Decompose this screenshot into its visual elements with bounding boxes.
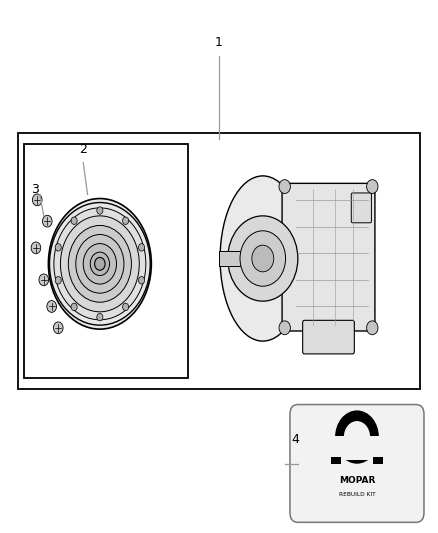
Circle shape <box>32 194 42 206</box>
Bar <box>24 144 188 378</box>
Bar <box>331 436 383 460</box>
FancyBboxPatch shape <box>303 320 354 354</box>
Circle shape <box>138 244 145 251</box>
Circle shape <box>361 437 374 451</box>
Text: MOPAR: MOPAR <box>339 477 375 485</box>
Circle shape <box>279 180 290 193</box>
Circle shape <box>68 225 131 302</box>
Circle shape <box>76 235 124 293</box>
Circle shape <box>39 274 49 286</box>
Circle shape <box>123 303 129 311</box>
Circle shape <box>90 252 110 276</box>
Circle shape <box>47 301 57 312</box>
Circle shape <box>336 431 357 457</box>
Circle shape <box>367 321 378 335</box>
Circle shape <box>83 244 117 284</box>
Bar <box>219 251 252 266</box>
Circle shape <box>95 257 105 270</box>
Text: REBUILD KIT: REBUILD KIT <box>339 492 375 497</box>
Text: 2: 2 <box>79 143 87 156</box>
Bar <box>18 133 420 389</box>
Circle shape <box>335 410 379 464</box>
Circle shape <box>31 242 41 254</box>
Text: 3: 3 <box>31 183 39 196</box>
FancyBboxPatch shape <box>351 193 371 223</box>
Circle shape <box>252 245 274 272</box>
Text: 4: 4 <box>292 433 300 446</box>
Circle shape <box>344 421 370 453</box>
FancyBboxPatch shape <box>290 405 424 522</box>
Circle shape <box>367 180 378 193</box>
Ellipse shape <box>220 176 305 341</box>
Circle shape <box>123 217 129 224</box>
Circle shape <box>228 216 298 301</box>
Bar <box>331 457 341 464</box>
Circle shape <box>138 277 145 284</box>
Text: 1: 1 <box>215 36 223 49</box>
Ellipse shape <box>48 198 152 329</box>
Circle shape <box>340 437 353 451</box>
Circle shape <box>60 216 139 312</box>
Circle shape <box>97 207 103 214</box>
Circle shape <box>71 217 77 224</box>
Circle shape <box>71 303 77 311</box>
Circle shape <box>357 431 378 457</box>
Circle shape <box>54 208 146 320</box>
Circle shape <box>53 322 63 334</box>
Circle shape <box>55 277 61 284</box>
Circle shape <box>42 215 52 227</box>
Circle shape <box>240 231 286 286</box>
Bar <box>373 457 383 464</box>
FancyBboxPatch shape <box>282 183 375 331</box>
Circle shape <box>97 313 103 321</box>
Circle shape <box>55 244 61 251</box>
Circle shape <box>279 321 290 335</box>
